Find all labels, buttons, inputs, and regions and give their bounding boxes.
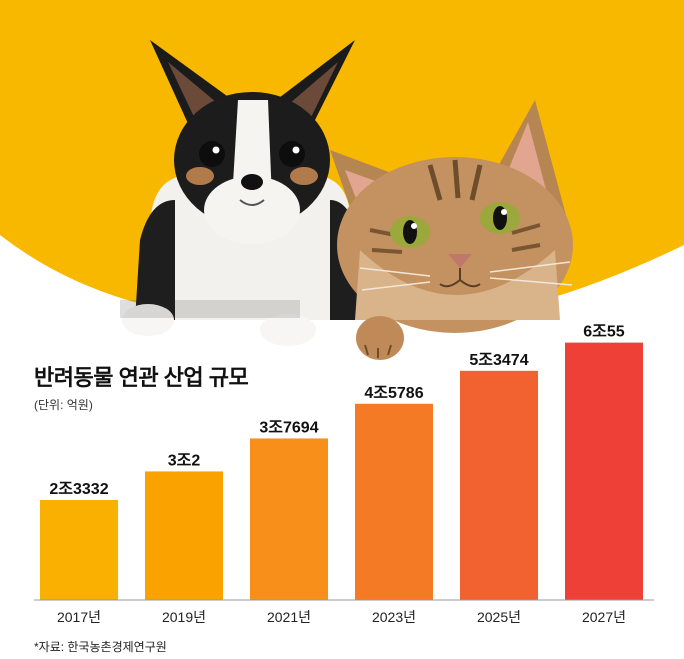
cat-illustration xyxy=(330,100,573,360)
bar-value-label: 2조3332 xyxy=(49,481,108,498)
bar-2027년 xyxy=(565,342,643,600)
dog-illustration xyxy=(120,40,365,346)
bar-value-label: 6조55 xyxy=(583,324,625,341)
bar-value-label: 3조2 xyxy=(168,452,201,469)
x-tick-label: 2023년 xyxy=(372,609,416,625)
chart-title: 반려동물 연관 산업 규모 xyxy=(34,365,249,390)
x-tick-label: 2025년 xyxy=(477,609,521,625)
bar-2017년 xyxy=(40,500,118,600)
hero-illustration xyxy=(0,0,684,360)
bar-2021년 xyxy=(250,438,328,600)
bars-layer: 2조3332 3조2 3조7694 4조5786 5조3474 6조55 xyxy=(40,324,643,600)
source-note: *자료: 한국농촌경제연구원 xyxy=(34,640,167,654)
ticks-layer: 2017년 2019년 2021년 2023년 2025년 2027년 xyxy=(57,609,626,625)
bar-2019년 xyxy=(145,471,223,600)
x-tick-label: 2019년 xyxy=(162,609,206,625)
x-tick-label: 2027년 xyxy=(582,609,626,625)
bar-2025년 xyxy=(460,370,538,600)
bar-value-label: 5조3474 xyxy=(469,352,528,369)
bar-value-label: 4조5786 xyxy=(364,385,423,402)
bar-value-label: 3조7694 xyxy=(259,419,318,436)
bar-2023년 xyxy=(355,403,433,600)
x-tick-label: 2021년 xyxy=(267,609,311,625)
unit-note: (단위: 억원) xyxy=(34,398,93,412)
x-tick-label: 2017년 xyxy=(57,609,101,625)
